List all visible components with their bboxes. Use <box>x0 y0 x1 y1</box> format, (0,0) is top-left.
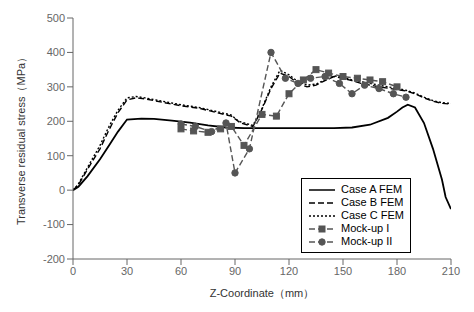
svg-text:500: 500 <box>47 12 65 24</box>
svg-text:200: 200 <box>47 115 65 127</box>
html-text:Mock-up II: Mock-up II <box>341 235 393 247</box>
svg-text:Z-Coordinate（mm）: Z-Coordinate（mm） <box>210 287 315 299</box>
svg-text:100: 100 <box>47 150 65 162</box>
svg-text:0: 0 <box>70 265 76 277</box>
svg-text:400: 400 <box>47 46 65 58</box>
svg-text:120: 120 <box>280 265 298 277</box>
svg-text:-200: -200 <box>43 253 65 265</box>
svg-text:180: 180 <box>388 265 406 277</box>
svg-text:0: 0 <box>59 184 65 196</box>
svg-text:90: 90 <box>229 265 241 277</box>
svg-text:210: 210 <box>442 265 460 277</box>
svg-text:150: 150 <box>334 265 352 277</box>
svg-text:30: 30 <box>121 265 133 277</box>
html-text:Case C FEM: Case C FEM <box>341 209 404 221</box>
svg-text:60: 60 <box>175 265 187 277</box>
svg-text:-100: -100 <box>43 218 65 230</box>
html-text:Case A FEM: Case A FEM <box>341 183 403 195</box>
html-text:Case B FEM: Case B FEM <box>341 196 404 208</box>
html-text:Mock-up I: Mock-up I <box>341 222 390 234</box>
svg-text:300: 300 <box>47 81 65 93</box>
svg-text:Transverse residual stress（MPa: Transverse residual stress（MPa） <box>15 52 27 225</box>
